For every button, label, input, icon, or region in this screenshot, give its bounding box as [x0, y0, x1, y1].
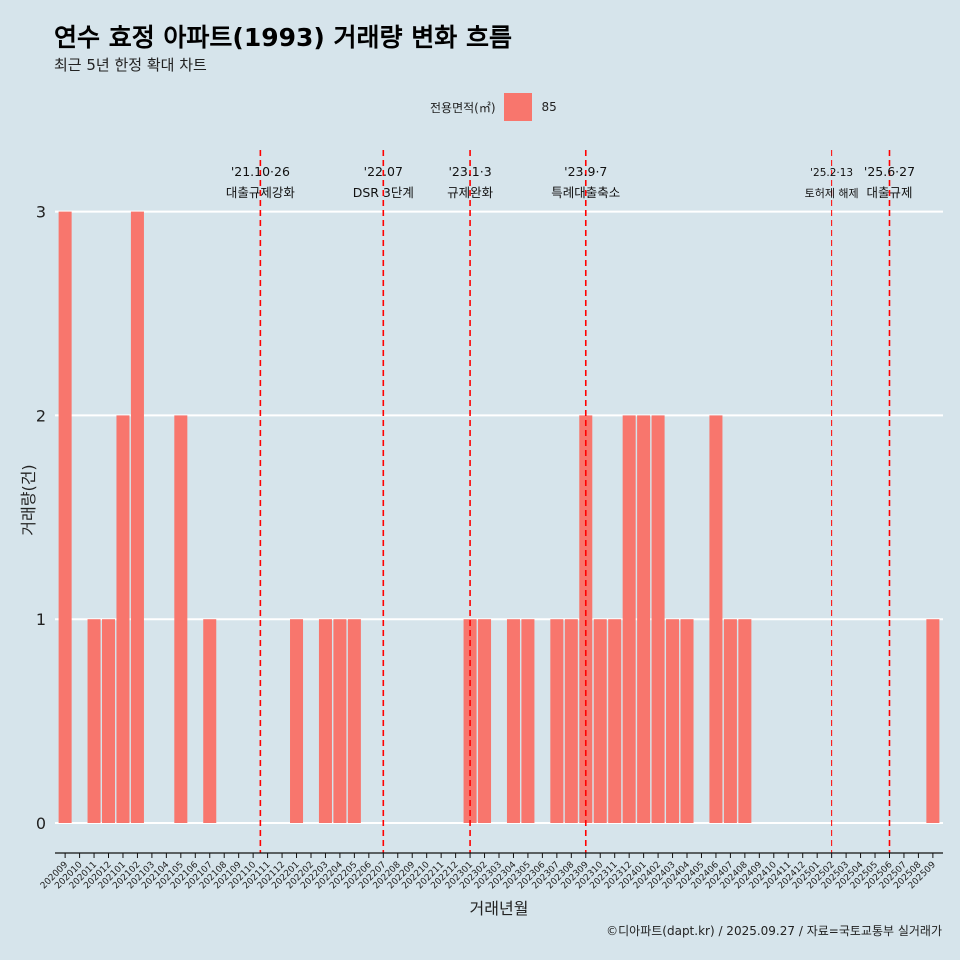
bar-202205: [347, 619, 361, 823]
y-axis-title: 거래량(건): [19, 464, 38, 535]
y-tick-label-3: 3: [36, 203, 46, 222]
chart-title: 연수 효정 아파트(1993) 거래량 변화 흐름: [54, 23, 512, 52]
y-tick-label-0: 0: [36, 814, 46, 833]
legend-key-85: [503, 93, 532, 121]
bar-202304: [506, 619, 520, 823]
annotation-date-1: '22.07: [364, 164, 403, 179]
annotation-label-3: 특례대출축소: [551, 185, 620, 200]
bar-202312: [622, 415, 636, 823]
legend: 전용면적(㎡) 85: [430, 93, 557, 121]
bar-202012: [102, 619, 116, 823]
bar-202401: [637, 415, 651, 823]
annotation-label-5: 대출규제: [866, 185, 912, 200]
source-caption: ©디아파트(dapt.kr) / 2025.09.27 / 자료=국토교통부 실…: [606, 924, 942, 938]
annotation-date-3: '23.9·7: [564, 164, 607, 179]
bar-202203: [318, 619, 332, 823]
bar-202009: [58, 211, 72, 824]
legend-entry-label: 85: [541, 100, 557, 114]
bar-202305: [521, 619, 535, 823]
bar-202402: [651, 415, 665, 823]
bar-202406: [709, 415, 723, 823]
y-tick-label-1: 1: [36, 610, 46, 629]
annotation-date-2: '23.1·3: [448, 164, 491, 179]
legend-title: 전용면적(㎡): [430, 100, 496, 115]
bar-202201: [290, 619, 304, 823]
bar-202101: [116, 415, 130, 823]
bar-202308: [564, 619, 578, 823]
y-tick-label-2: 2: [36, 406, 46, 425]
bar-202403: [666, 619, 680, 823]
annotation-date-5: '25.6·27: [864, 164, 915, 179]
bar-202509: [926, 619, 940, 823]
chart-subtitle: 최근 5년 한정 확대 차트: [54, 56, 207, 74]
bar-202309: [579, 415, 593, 823]
bar-202011: [87, 619, 101, 823]
bar-202302: [478, 619, 492, 823]
annotation-label-0: 대출규제강화: [226, 185, 296, 200]
bar-202204: [333, 619, 347, 823]
bar-202105: [174, 415, 188, 823]
bar-202107: [203, 619, 217, 823]
bar-202407: [723, 619, 737, 823]
bar-202307: [550, 619, 564, 823]
bar-202311: [608, 619, 622, 823]
bar-202408: [738, 619, 752, 823]
annotation-label-2: 규제완화: [447, 185, 494, 200]
bar-202102: [130, 211, 144, 824]
bar-202404: [680, 619, 694, 823]
annotation-date-0: '21.10·26: [231, 164, 290, 179]
annotation-label-1: DSR 3단계: [353, 185, 414, 200]
x-axis-title: 거래년월: [470, 899, 529, 918]
annotation-date-4: '25.2·13: [810, 167, 853, 179]
annotation-label-4: 토허제 해제: [805, 186, 859, 200]
bar-202310: [593, 619, 607, 823]
